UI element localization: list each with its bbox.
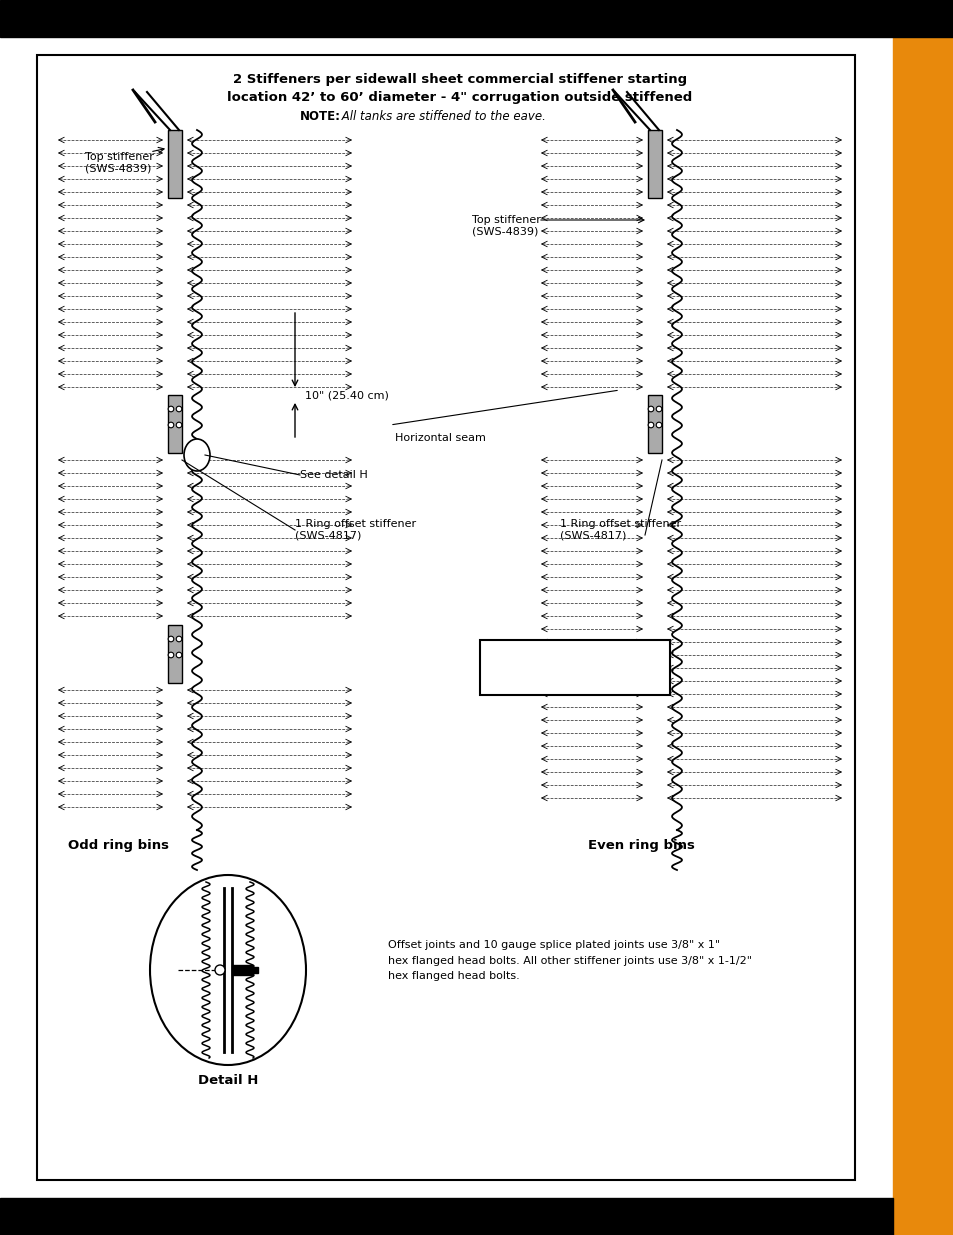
- Bar: [250, 967, 257, 973]
- Bar: [647, 130, 661, 198]
- Text: See detail H: See detail H: [299, 471, 367, 480]
- Text: Odd ring bins: Odd ring bins: [68, 839, 169, 851]
- Circle shape: [176, 406, 182, 411]
- Text: 10" (25.40 cm): 10" (25.40 cm): [305, 390, 389, 400]
- Text: Offset joints and 10 gauge splice plated joints use 3/8" x 1"
hex flanged head b: Offset joints and 10 gauge splice plated…: [388, 940, 751, 981]
- Circle shape: [647, 422, 653, 427]
- Text: Even ring bins: Even ring bins: [587, 839, 694, 851]
- Bar: [479, 640, 669, 695]
- Circle shape: [168, 636, 173, 642]
- Text: location 42’ to 60’ diameter - 4" corrugation outside stiffened: location 42’ to 60’ diameter - 4" corrug…: [227, 91, 692, 105]
- Bar: [647, 395, 661, 453]
- Circle shape: [176, 422, 182, 427]
- Circle shape: [176, 652, 182, 658]
- Bar: [892, 0, 953, 1235]
- Bar: [0, 1198, 892, 1235]
- Text: 2 Stiffeners per sidewall sheet commercial stiffener starting: 2 Stiffeners per sidewall sheet commerci…: [233, 74, 686, 86]
- Bar: [168, 130, 182, 198]
- Circle shape: [656, 422, 661, 427]
- Text: NOTE:: NOTE:: [299, 110, 340, 124]
- Text: Horizontal seam: Horizontal seam: [395, 433, 485, 443]
- Text: 1 Ring offset stiffener
(SWS-4817): 1 Ring offset stiffener (SWS-4817): [559, 519, 680, 541]
- Text: Detail H: Detail H: [197, 1073, 258, 1087]
- Bar: [232, 965, 252, 974]
- Ellipse shape: [150, 876, 306, 1065]
- Bar: [37, 56, 854, 1179]
- Text: Top stiffener
(SWS-4839): Top stiffener (SWS-4839): [85, 152, 153, 174]
- Bar: [168, 395, 182, 453]
- Bar: [168, 625, 182, 683]
- Circle shape: [168, 422, 173, 427]
- Text: 1 Ring offset stiffener
(SWS-4817): 1 Ring offset stiffener (SWS-4817): [294, 519, 416, 541]
- Bar: [0, 0, 953, 37]
- Text: All tanks are stiffened to the eave.: All tanks are stiffened to the eave.: [337, 110, 545, 124]
- Circle shape: [176, 636, 182, 642]
- Circle shape: [168, 652, 173, 658]
- Ellipse shape: [184, 438, 210, 471]
- Circle shape: [656, 406, 661, 411]
- Circle shape: [214, 965, 225, 974]
- Text: Top stiffener
(SWS-4839): Top stiffener (SWS-4839): [472, 215, 540, 237]
- Circle shape: [168, 406, 173, 411]
- Circle shape: [647, 406, 653, 411]
